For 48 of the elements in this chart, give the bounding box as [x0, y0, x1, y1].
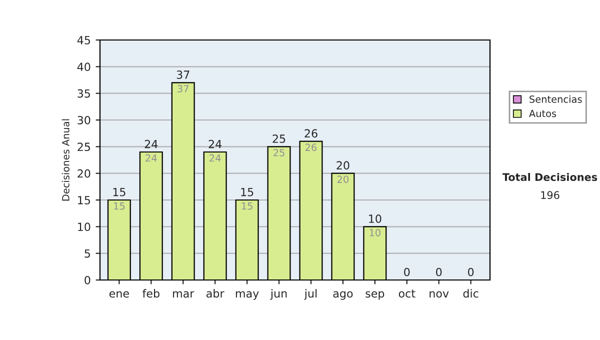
total-label: 0 [436, 268, 442, 276]
y-tick-label: 5 [84, 249, 90, 258]
total-label: 26 [304, 129, 318, 138]
y-tick-label: 30 [78, 116, 90, 124]
x-tick-label: sep [366, 291, 384, 300]
total-label: 37 [176, 70, 190, 79]
x-tick-label: may [236, 291, 259, 300]
y-tick-label: 40 [77, 62, 90, 72]
y-tick-label: 20 [78, 169, 90, 178]
x-tick-label: mar [173, 291, 194, 298]
total-label: 20 [336, 161, 350, 170]
text: 196 [541, 191, 560, 200]
data-label: 15 [242, 202, 252, 210]
data-label: 10 [370, 228, 380, 236]
y-axis-title: Decisiones Anual [62, 119, 70, 201]
data-label: 15 [114, 202, 125, 210]
x-tick-label: dic [463, 289, 478, 298]
total-label: 25 [272, 134, 286, 143]
y-tick-label: 0 [84, 276, 90, 284]
y-tick-label: 45 [77, 36, 90, 44]
y-tick-label: 15 [78, 196, 90, 204]
x-tick-label: ago [333, 291, 353, 300]
x-tick-label: oct [398, 290, 416, 298]
data-label: 20 [337, 176, 348, 183]
total-label: 10 [369, 214, 382, 223]
legend-label: Autos [529, 110, 556, 118]
total-label: 15 [241, 188, 254, 196]
x-tick-label: jun [270, 289, 287, 300]
data-label: 37 [178, 84, 188, 92]
y-tick-label: 35 [78, 89, 90, 98]
total-label: 15 [113, 188, 126, 196]
x-tick-label: ene [109, 291, 129, 298]
total-label: 24 [208, 140, 222, 148]
legend-label: Sentencias [530, 95, 582, 103]
total-label: 24 [144, 140, 158, 148]
total-label: 0 [404, 268, 410, 276]
y-tick-label: 10 [78, 222, 90, 232]
data-label: 24 [146, 154, 157, 162]
y-tick-label: 25 [78, 142, 90, 152]
text: Total Decisiones [502, 172, 598, 182]
data-label: 26 [306, 144, 317, 151]
total-label: 0 [468, 268, 474, 276]
x-tick-label: abr [206, 289, 224, 298]
x-tick-label: jul [304, 289, 317, 300]
data-label: 25 [274, 148, 284, 156]
data-label: 24 [210, 154, 221, 162]
x-tick-label: nov [430, 291, 449, 298]
x-tick-label: feb [142, 289, 160, 298]
